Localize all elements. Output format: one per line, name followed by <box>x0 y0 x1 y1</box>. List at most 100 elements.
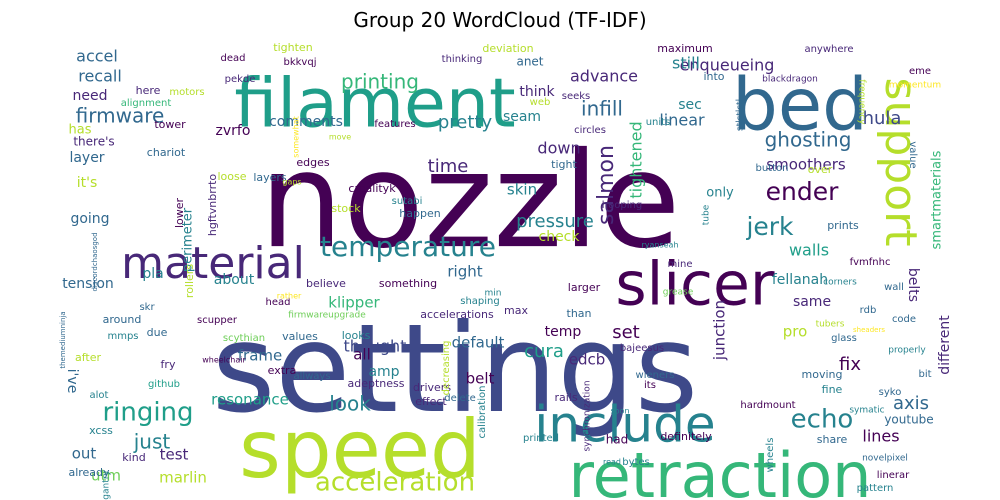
word-out: out <box>72 445 97 463</box>
word-features: features <box>374 119 415 130</box>
word-acceleration: acceleration <box>315 468 475 498</box>
word-about: about <box>214 272 255 288</box>
word-fellanah: fellanah <box>772 272 828 288</box>
word-time: time <box>428 156 469 177</box>
word-pattern: pattern <box>857 483 894 494</box>
word-going: going <box>70 211 109 227</box>
word-min: min <box>485 289 502 299</box>
word-larger: larger <box>568 281 601 294</box>
word-smartmaterials: smartmaterials <box>930 150 945 249</box>
word-rdb: rdb <box>860 305 877 316</box>
word-deviation: deviation <box>482 42 533 55</box>
word-stock: stock <box>331 202 361 215</box>
word-its: its <box>644 380 656 391</box>
word-read: read <box>603 458 621 467</box>
word-anywhere: anywhere <box>804 44 853 55</box>
word-thinking: thinking <box>442 54 483 65</box>
word-ryanseah: ryanseah <box>641 241 678 250</box>
word-axis: axis <box>893 393 929 414</box>
word-github: github <box>148 379 180 390</box>
word-youtube: youtube <box>884 413 933 427</box>
word-blackdragon: blackdragon <box>762 75 818 85</box>
word-support: support <box>875 78 926 247</box>
word-wieners: wieners <box>636 370 675 381</box>
word-accelerations: accelerations <box>420 308 494 321</box>
word-only: only <box>706 186 734 201</box>
word-bed: bed <box>732 63 868 147</box>
word-edges: edges <box>296 156 330 169</box>
word-motors: motors <box>169 87 204 98</box>
word-printing: printing <box>341 70 419 94</box>
word-around: around <box>103 313 142 326</box>
word-same: same <box>793 294 831 310</box>
word-novelpixel: novelpixel <box>862 454 908 464</box>
word-linear: linear <box>659 111 705 130</box>
word-prints: prints <box>827 219 859 232</box>
word-share: share <box>817 433 848 446</box>
word-salmon: salmon <box>594 145 619 225</box>
word-accel: accel <box>76 47 118 66</box>
word-comments: comments <box>269 114 343 130</box>
word-mmps: mmps <box>107 331 138 342</box>
word-infill: infill <box>581 97 623 121</box>
word-units: units <box>646 117 671 128</box>
word-extra: extra <box>268 364 297 377</box>
word-need: need <box>73 88 108 104</box>
word-xcss: xcss <box>89 424 113 437</box>
word-into: into <box>703 70 724 83</box>
word-alignment: alignment <box>121 98 172 109</box>
word-symatic: symatic <box>849 406 884 416</box>
word-temp: temp <box>545 324 582 340</box>
word-web: web <box>530 97 551 108</box>
word-tightened: tightened <box>627 121 646 198</box>
word-resonance: resonance <box>211 391 289 409</box>
word-sec: sec <box>678 97 702 113</box>
word-sutabi: sutabi <box>392 196 423 207</box>
word-gantry: gantry <box>102 470 112 500</box>
word-value: value <box>907 141 918 168</box>
word-wall: wall <box>884 282 904 293</box>
word-test: test <box>160 446 189 464</box>
word-zvrfo: zvrfo <box>216 123 251 139</box>
word-anet: anet <box>516 55 543 69</box>
word-include: include <box>534 396 715 454</box>
word-looks: looks <box>342 329 371 342</box>
word-glass: glass <box>831 333 857 344</box>
word-maximum: maximum <box>657 42 712 55</box>
word-jerk: jerk <box>745 212 794 241</box>
word-check: check <box>539 229 581 245</box>
word-filament: filament <box>234 65 515 144</box>
word-look: look <box>329 392 371 416</box>
word-klipper: klipper <box>328 294 380 312</box>
word-eme: eme <box>909 66 931 77</box>
word-walls: walls <box>789 241 829 260</box>
word-set: set <box>612 322 640 343</box>
word-something: something <box>379 277 437 290</box>
word-skin: skin <box>507 181 537 199</box>
word-different: different <box>937 315 953 375</box>
word-grease: grease <box>663 288 694 298</box>
word-adeptness: adeptness <box>348 377 405 390</box>
word-momentum: momentum <box>889 81 941 91</box>
word-allways: allways <box>293 371 330 382</box>
word-code: code <box>892 314 916 325</box>
word-hgftvnbrrto: hgftvnbrrto <box>206 174 219 237</box>
word-bit: bit <box>918 369 931 380</box>
word-delete: delete <box>444 393 476 404</box>
word-slicer: slicer <box>615 250 775 320</box>
word-moving: moving <box>802 368 843 381</box>
word-pla: pla <box>142 266 163 282</box>
word-head: head <box>266 297 291 308</box>
word-marlin: marlin <box>159 469 207 487</box>
word-bkkvqj: bkkvqj <box>284 57 317 68</box>
word-perimeter: perimeter <box>181 207 196 272</box>
word-fry: fry <box>161 358 176 371</box>
word-there-s: there's <box>73 135 114 149</box>
word-crealityk: crealityk <box>348 182 396 195</box>
word-pekde: pekde <box>225 74 256 85</box>
word-move: move <box>329 133 351 142</box>
word-smoothers: smoothers <box>766 156 846 174</box>
word-bajeesus: bajeesus <box>620 343 664 354</box>
word-seeks: seeks <box>562 91 591 102</box>
